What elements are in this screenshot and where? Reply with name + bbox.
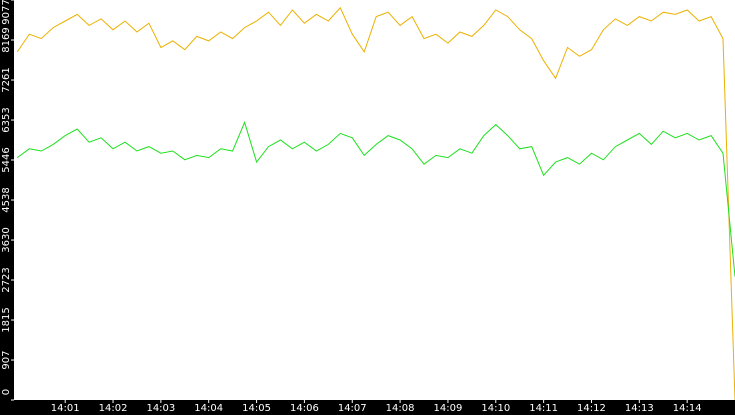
y-tick-label: 9077 [1, 0, 12, 25]
x-tick-label: 14:11 [529, 403, 558, 414]
y-tick-label: 8169 [1, 27, 12, 52]
y-tick-label: 0 [1, 389, 12, 395]
series-line [16, 6, 735, 401]
x-tick-label: 14:13 [625, 403, 654, 414]
x-tick-label: 14:06 [290, 403, 319, 414]
x-tick-label: 14:05 [242, 403, 271, 414]
y-tick-label: 3630 [1, 227, 12, 252]
x-axis-bar [0, 400, 735, 415]
y-axis-bar [0, 0, 14, 415]
y-tick-label: 4538 [1, 187, 12, 212]
x-tick-label: 14:03 [146, 403, 175, 414]
y-tick-label: 907 [1, 350, 12, 369]
y-tick-label: 2723 [1, 267, 12, 292]
x-tick-label: 14:08 [386, 403, 415, 414]
y-tick-label: 7261 [1, 67, 12, 92]
y-tick-label: 6353 [1, 107, 12, 132]
x-tick-label: 14:12 [577, 403, 606, 414]
x-tick-label: 14:07 [338, 403, 367, 414]
x-tick-label: 14:01 [51, 403, 80, 414]
x-tick-label: 14:10 [481, 403, 510, 414]
y-tick-label: 5446 [1, 147, 12, 172]
x-tick-label: 14:02 [99, 403, 128, 414]
x-tick-label: 14:14 [673, 403, 702, 414]
x-tick-label: 14:09 [434, 403, 463, 414]
x-tick-label: 14:04 [194, 403, 223, 414]
series-line [17, 120, 735, 277]
y-tick-label: 1815 [1, 307, 12, 332]
